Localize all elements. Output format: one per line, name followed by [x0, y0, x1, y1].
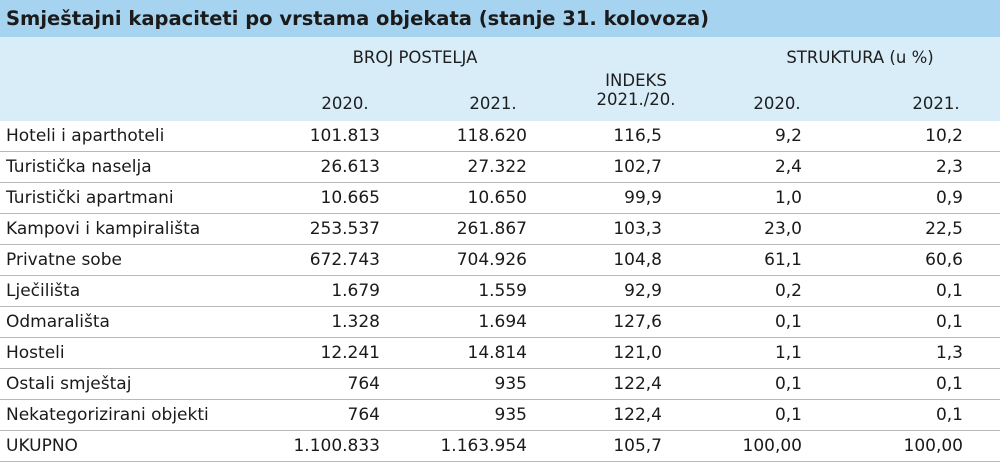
table-title: Smještajni kapaciteti po vrstama objekat…: [0, 0, 1000, 37]
table-row: Turistički apartmani 10.665 10.650 99,9 …: [0, 183, 1000, 214]
cell-struktura-2021: 0,9: [935, 188, 963, 208]
table-row: Hosteli 12.241 14.814 121,0 1,1 1,3: [0, 338, 1000, 369]
cell-broj-2020: 253.537: [309, 219, 380, 239]
cell-struktura-2021: 10,2: [925, 126, 963, 146]
cell-struktura-2021: 100,00: [903, 436, 963, 456]
row-label: Kampovi i kampirališta: [6, 219, 201, 239]
row-label: Ostali smještaj: [6, 374, 132, 394]
cell-broj-2021: 1.163.954: [440, 436, 527, 456]
cell-struktura-2021: 0,1: [935, 312, 963, 332]
table-header: BROJ POSTELJA INDEKS 2021./20. STRUKTURA…: [0, 37, 1000, 121]
cell-struktura-2020: 1,1: [774, 343, 802, 363]
cell-struktura-2020: 23,0: [764, 219, 802, 239]
cell-broj-2020: 26.613: [320, 157, 380, 177]
cell-indeks: 116,5: [613, 126, 662, 146]
header-broj-postelja: BROJ POSTELJA: [352, 48, 478, 67]
cell-broj-2021: 261.867: [456, 219, 527, 239]
cell-broj-2021: 27.322: [467, 157, 527, 177]
cell-struktura-2021: 1,3: [935, 343, 963, 363]
cell-broj-2020: 1.679: [331, 281, 380, 301]
cell-broj-2021: 1.559: [478, 281, 527, 301]
cell-struktura-2021: 0,1: [935, 405, 963, 425]
row-label: Lječilišta: [6, 281, 81, 301]
header-struktura-2021: 2021.: [912, 94, 960, 113]
cell-struktura-2020: 0,1: [774, 405, 802, 425]
cell-struktura-2020: 61,1: [764, 250, 802, 270]
cell-broj-2020: 12.241: [320, 343, 380, 363]
cell-indeks: 121,0: [613, 343, 662, 363]
cell-struktura-2020: 0,1: [774, 374, 802, 394]
cell-indeks: 105,7: [613, 436, 662, 456]
row-label: Hoteli i aparthoteli: [6, 126, 165, 146]
row-label: Turistički apartmani: [6, 188, 174, 208]
table-row: Kampovi i kampirališta 253.537 261.867 1…: [0, 214, 1000, 245]
table-row-total: UKUPNO 1.100.833 1.163.954 105,7 100,00 …: [0, 431, 1000, 462]
row-label: Privatne sobe: [6, 250, 122, 270]
cell-struktura-2020: 1,0: [774, 188, 802, 208]
cell-broj-2021: 10.650: [467, 188, 527, 208]
cell-struktura-2020: 0,1: [774, 312, 802, 332]
cell-broj-2020: 764: [347, 374, 380, 394]
cell-struktura-2021: 60,6: [925, 250, 963, 270]
cell-indeks: 122,4: [613, 374, 662, 394]
cell-struktura-2020: 9,2: [774, 126, 802, 146]
row-label: Hosteli: [6, 343, 65, 363]
cell-broj-2021: 935: [494, 374, 527, 394]
cell-broj-2021: 1.694: [478, 312, 527, 332]
table-row: Lječilišta 1.679 1.559 92,9 0,2 0,1: [0, 276, 1000, 307]
row-label: UKUPNO: [6, 436, 78, 456]
cell-struktura-2021: 2,3: [935, 157, 963, 177]
table-row: Hoteli i aparthoteli 101.813 118.620 116…: [0, 121, 1000, 152]
cell-broj-2021: 704.926: [456, 250, 527, 270]
cell-broj-2021: 118.620: [456, 126, 527, 146]
cell-indeks: 104,8: [613, 250, 662, 270]
cell-broj-2020: 1.100.833: [293, 436, 380, 456]
cell-indeks: 103,3: [613, 219, 662, 239]
table-row: Turistička naselja 26.613 27.322 102,7 2…: [0, 152, 1000, 183]
cell-struktura-2020: 2,4: [774, 157, 802, 177]
header-indeks-period: 2021./20.: [596, 90, 676, 109]
table-row: Nekategorizirani objekti 764 935 122,4 0…: [0, 400, 1000, 431]
cell-struktura-2021: 0,1: [935, 374, 963, 394]
row-label: Nekategorizirani objekti: [6, 405, 209, 425]
row-label: Odmarališta: [6, 312, 110, 332]
cell-struktura-2020: 0,2: [774, 281, 802, 301]
header-struktura: STRUKTURA (u %): [786, 48, 934, 67]
cell-struktura-2021: 22,5: [925, 219, 963, 239]
cell-indeks: 102,7: [613, 157, 662, 177]
row-label: Turistička naselja: [6, 157, 152, 177]
header-indeks: INDEKS: [605, 71, 667, 90]
header-broj-2021: 2021.: [469, 94, 517, 113]
cell-broj-2020: 1.328: [331, 312, 380, 332]
cell-broj-2020: 10.665: [320, 188, 380, 208]
header-struktura-2020: 2020.: [753, 94, 801, 113]
table-row: Privatne sobe 672.743 704.926 104,8 61,1…: [0, 245, 1000, 276]
table-row: Odmarališta 1.328 1.694 127,6 0,1 0,1: [0, 307, 1000, 338]
cell-indeks: 127,6: [613, 312, 662, 332]
header-broj-2020: 2020.: [321, 94, 369, 113]
cell-broj-2020: 672.743: [309, 250, 380, 270]
table-row: Ostali smještaj 764 935 122,4 0,1 0,1: [0, 369, 1000, 400]
cell-struktura-2020: 100,00: [742, 436, 802, 456]
cell-indeks: 122,4: [613, 405, 662, 425]
cell-struktura-2021: 0,1: [935, 281, 963, 301]
table-body: Hoteli i aparthoteli 101.813 118.620 116…: [0, 121, 1000, 462]
cell-broj-2021: 14.814: [467, 343, 527, 363]
cell-indeks: 99,9: [624, 188, 662, 208]
cell-indeks: 92,9: [624, 281, 662, 301]
cell-broj-2021: 935: [494, 405, 527, 425]
cell-broj-2020: 101.813: [309, 126, 380, 146]
cell-broj-2020: 764: [347, 405, 380, 425]
